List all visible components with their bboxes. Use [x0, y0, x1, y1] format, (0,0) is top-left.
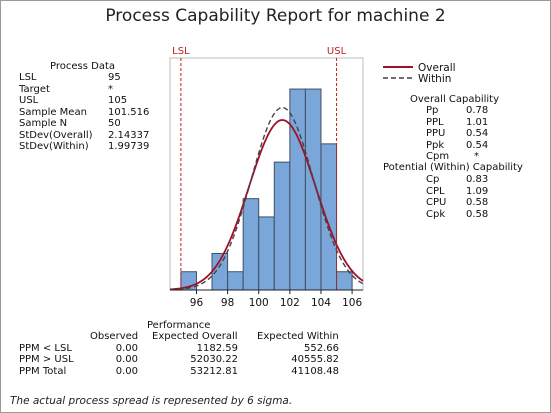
histogram-bar — [258, 216, 275, 291]
overall-capability-header: Overall Capability — [410, 94, 500, 105]
performance-col-header: Expected Overall — [152, 331, 238, 342]
process-data-label: LSL — [19, 72, 37, 83]
performance-cell: 552.66 — [304, 342, 339, 354]
performance-row-label: PPM < LSL — [19, 342, 72, 354]
process-data-value: 95 — [108, 72, 121, 83]
process-data-value: 50 — [108, 118, 121, 129]
overall-normal-curve — [169, 119, 364, 291]
within-cap-label: CPU — [426, 197, 447, 208]
performance-cell: 1182.59 — [196, 342, 238, 354]
overall-cap-label: Cpm — [426, 151, 450, 162]
process-data-label: Sample Mean — [19, 106, 87, 118]
performance-row-label: PPM Total — [19, 365, 67, 377]
histogram-bar — [273, 161, 291, 291]
performance-cell: 0.00 — [115, 365, 138, 377]
within-normal-curve — [169, 106, 364, 291]
histogram-bar — [336, 271, 353, 291]
overall-cap-label: PPU — [426, 128, 446, 139]
x-tick-label: 104 — [311, 297, 331, 309]
process-data-value: 101.516 — [108, 106, 150, 118]
x-tick-label: 106 — [342, 297, 362, 309]
process-data-label: Sample N — [19, 118, 68, 129]
legend-within-label: Within — [418, 73, 451, 85]
report-title: Process Capability Report for machine 2 — [105, 6, 446, 26]
x-tick-label: 96 — [190, 297, 204, 309]
within-cap-value: 0.58 — [466, 197, 489, 208]
x-tick-label: 100 — [249, 297, 269, 309]
process-data-label: StDev(Overall) — [19, 129, 93, 141]
performance-cell: 52030.22 — [190, 354, 238, 365]
within-cap-label: CPL — [426, 185, 445, 197]
histogram-bar — [242, 198, 260, 291]
footnote: The actual process spread is represented… — [10, 395, 293, 407]
overall-cap-label: Ppk — [426, 139, 445, 151]
usl-label: USL — [327, 46, 347, 57]
x-tick-label: 102 — [280, 297, 300, 309]
performance-header: Performance — [147, 320, 211, 331]
process-data-value: * — [108, 83, 113, 95]
within-cap-value: 0.58 — [466, 208, 489, 220]
within-cap-value: 1.09 — [466, 185, 489, 197]
performance-row-label: PPM > USL — [19, 354, 74, 365]
process-data-value: 2.14337 — [108, 129, 150, 141]
process-data-header: Process Data — [50, 61, 115, 72]
within-cap-label: Cp — [426, 174, 440, 185]
process-data-label: USL — [19, 95, 39, 106]
overall-cap-value: 0.54 — [466, 128, 489, 139]
performance-cell: 41108.48 — [291, 365, 339, 377]
process-data-label: StDev(Within) — [19, 141, 89, 152]
histogram-bar — [227, 271, 244, 291]
overall-cap-label: PPL — [426, 116, 444, 128]
performance-col-header: Expected Within — [257, 331, 339, 342]
performance-cell: 0.00 — [115, 342, 138, 354]
lsl-label: LSL — [172, 46, 190, 57]
overall-cap-label: Pp — [426, 105, 439, 116]
performance-col-header: Observed — [90, 331, 139, 342]
overall-cap-value: 1.01 — [466, 116, 489, 128]
process-data-value: 1.99739 — [108, 141, 150, 152]
overall-cap-value: * — [474, 151, 479, 162]
performance-cell: 53212.81 — [190, 365, 238, 377]
process-data-label: Target — [19, 83, 50, 95]
within-cap-value: 0.83 — [466, 174, 489, 185]
performance-cell: 40555.82 — [291, 354, 339, 365]
histogram-bar — [304, 88, 322, 291]
histogram-bar — [289, 88, 306, 291]
overall-cap-value: 0.54 — [466, 139, 489, 151]
histogram-bar — [320, 143, 338, 291]
within-cap-label: Cpk — [426, 208, 446, 220]
performance-cell: 0.00 — [115, 354, 138, 365]
overall-cap-value: 0.78 — [466, 105, 489, 116]
x-tick-label: 98 — [221, 297, 234, 309]
legend-overall-label: Overall — [418, 62, 456, 74]
process-data-value: 105 — [108, 95, 128, 106]
within-capability-header: Potential (Within) Capability — [383, 162, 523, 173]
